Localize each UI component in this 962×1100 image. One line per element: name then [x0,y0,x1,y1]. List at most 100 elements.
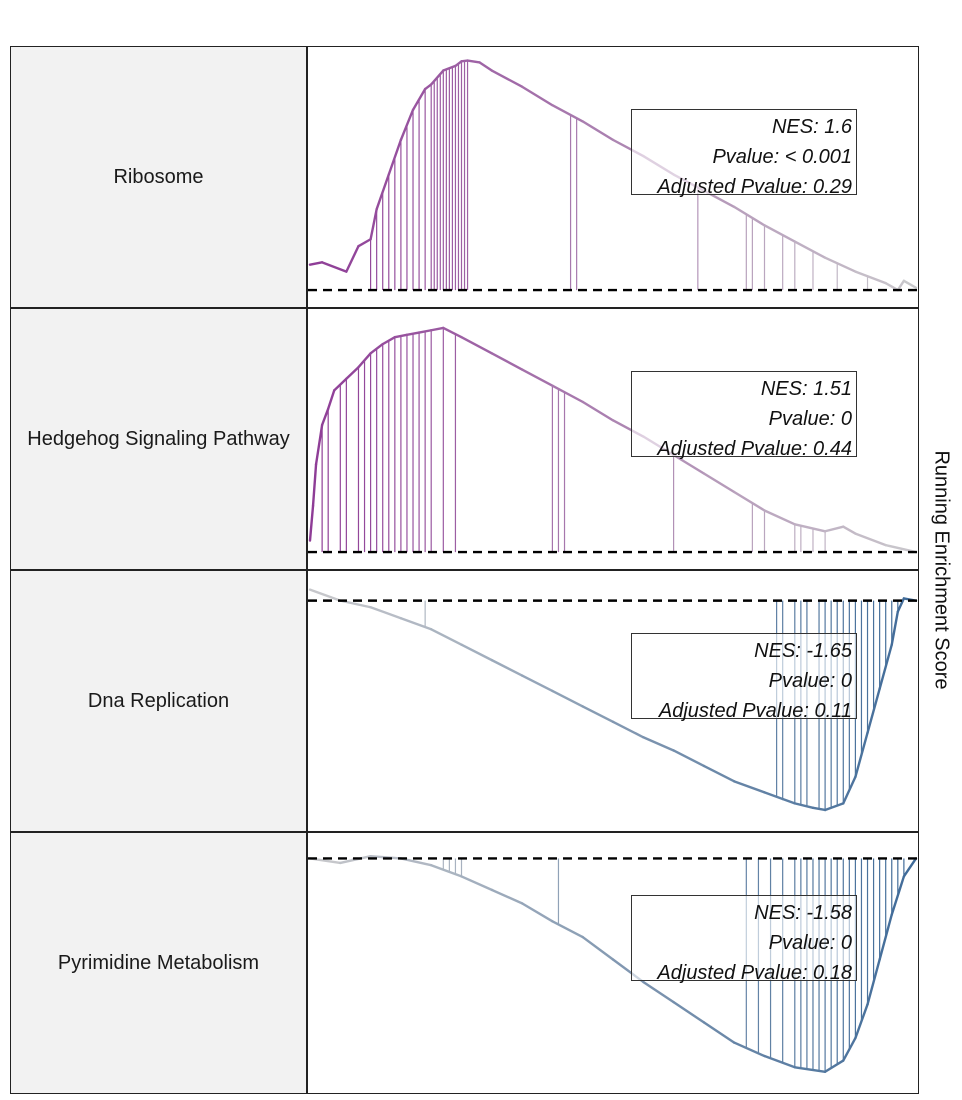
stats-annotation: NES: -1.65 Pvalue: 0 Adjusted Pvalue: 0.11 [631,633,857,722]
running-score-segment [581,400,615,422]
panel-label-text: Hedgehog Signaling Pathway [27,427,290,450]
running-score-segment [642,980,675,1004]
running-score-segment [642,736,675,752]
running-score-segment [520,85,554,107]
running-score-segment [551,920,584,939]
running-score-segment [896,279,906,292]
running-score-segment [890,610,900,646]
running-score-segment [611,720,645,739]
nes-text: NES: 1.51 [760,378,852,400]
running-score-segment [902,279,918,289]
running-score-segment [781,797,796,805]
running-score-segment [399,108,415,142]
panel-label-text: Ribosome [113,165,204,188]
enrichment-plot-0: NES: 1.6 Pvalue: < 0.001 Adjusted Pvalue: … [307,46,919,308]
running-score-segment [460,875,494,892]
running-score-segment [763,791,784,801]
running-score-segment [442,326,463,339]
running-score-segment [345,244,360,273]
pvalue-text: Pvalue: 0 [768,408,852,430]
running-score-segment [320,407,330,427]
running-score-segment [866,958,881,1006]
nes-text: NES: -1.58 [754,902,852,924]
running-score-segment [369,342,384,355]
running-score-segment [387,138,403,176]
running-score-segment [357,238,372,248]
running-score-segment [417,329,433,334]
enrichment-plot-3: NES: -1.58 Pvalue: 0 Adjusted Pvalue: 0.18 [307,832,919,1094]
running-score-segment [429,628,463,646]
running-score-segment [842,775,857,805]
panel-label-2: Dna Replication [10,570,307,832]
running-score-segment [490,658,524,677]
running-score-segment [326,389,336,411]
running-score-segment [733,490,766,512]
running-score-segment [308,261,324,266]
running-score-segment [429,69,445,86]
running-score-segment [733,1041,766,1058]
running-score-segment [902,857,918,878]
running-score-segment [793,1066,827,1073]
adjusted-pvalue-text: Adjusted Pvalue: 0.18 [657,962,852,984]
panel-label-3: Pyrimidine Metabolism [10,832,307,1094]
running-score-segment [357,352,372,369]
running-score-segment [399,617,433,631]
running-score-segment [878,643,893,690]
enrichment-plot-2: NES: -1.65 Pvalue: 0 Adjusted Pvalue: 0.11 [307,570,919,832]
y-axis-title-text: Running Enrichment Score [930,450,953,690]
nes-text: NES: -1.65 [754,640,852,662]
running-score-segment [581,120,615,142]
running-score-segment [375,173,390,211]
panel-label-0: Ribosome [10,46,307,308]
running-score-segment [702,1021,736,1044]
stats-annotation: NES: -1.58 Pvalue: 0 Adjusted Pvalue: 0.18 [631,895,857,984]
running-score-segment [581,705,615,724]
running-score-segment [854,1003,869,1040]
running-score-segment [878,913,893,961]
running-score-segment [369,606,403,620]
running-score-segment [854,731,869,779]
pvalue-text: Pvalue: < 0.001 [712,146,852,168]
running-score-segment [520,368,554,387]
running-score-segment [429,326,445,332]
running-score-segment [842,1036,857,1062]
running-score-segment [811,806,827,812]
running-score-segment [823,256,857,273]
adjusted-pvalue-text: Adjusted Pvalue: 0.44 [657,438,852,460]
running-score-segment [702,764,736,783]
enrichment-plot-1: NES: 1.51 Pvalue: 0 Adjusted Pvalue: 0.44 [307,308,919,570]
pvalue-text: Pvalue: 0 [768,670,852,692]
running-score-segment [581,935,615,961]
running-score-segment [423,83,433,91]
panel-label-1: Hedgehog Signaling Pathway [10,308,307,570]
enrichment-plot-svg [308,326,918,554]
running-score-segment [551,384,584,404]
running-score-segment [308,588,342,602]
running-score-segment [460,643,494,662]
running-score-segment [890,875,906,916]
running-score-segment [345,366,360,380]
stats-annotation: NES: 1.51 Pvalue: 0 Adjusted Pvalue: 0.44 [631,371,857,460]
nes-text: NES: 1.6 [771,116,852,138]
panel-label-text: Dna Replication [87,689,230,712]
running-score-segment [411,87,427,112]
enrichment-plot-svg [308,59,918,292]
running-score-segment [733,205,766,227]
adjusted-pvalue-text: Adjusted Pvalue: 0.29 [657,176,852,198]
running-score-segment [308,504,315,542]
running-score-segment [672,749,706,768]
running-score-segment [314,423,324,466]
running-score-segment [793,523,827,533]
running-score-segment [311,463,318,508]
running-score-segment [823,525,845,533]
running-score-segment [369,207,378,241]
running-score-segment [763,509,796,526]
running-score-segment [866,687,881,735]
pvalue-text: Pvalue: 0 [768,932,852,954]
running-score-segment [460,335,494,355]
running-score-segment [454,60,463,68]
running-score-segment [442,64,457,72]
running-score-segment [520,902,554,923]
running-score-segment [520,674,554,693]
